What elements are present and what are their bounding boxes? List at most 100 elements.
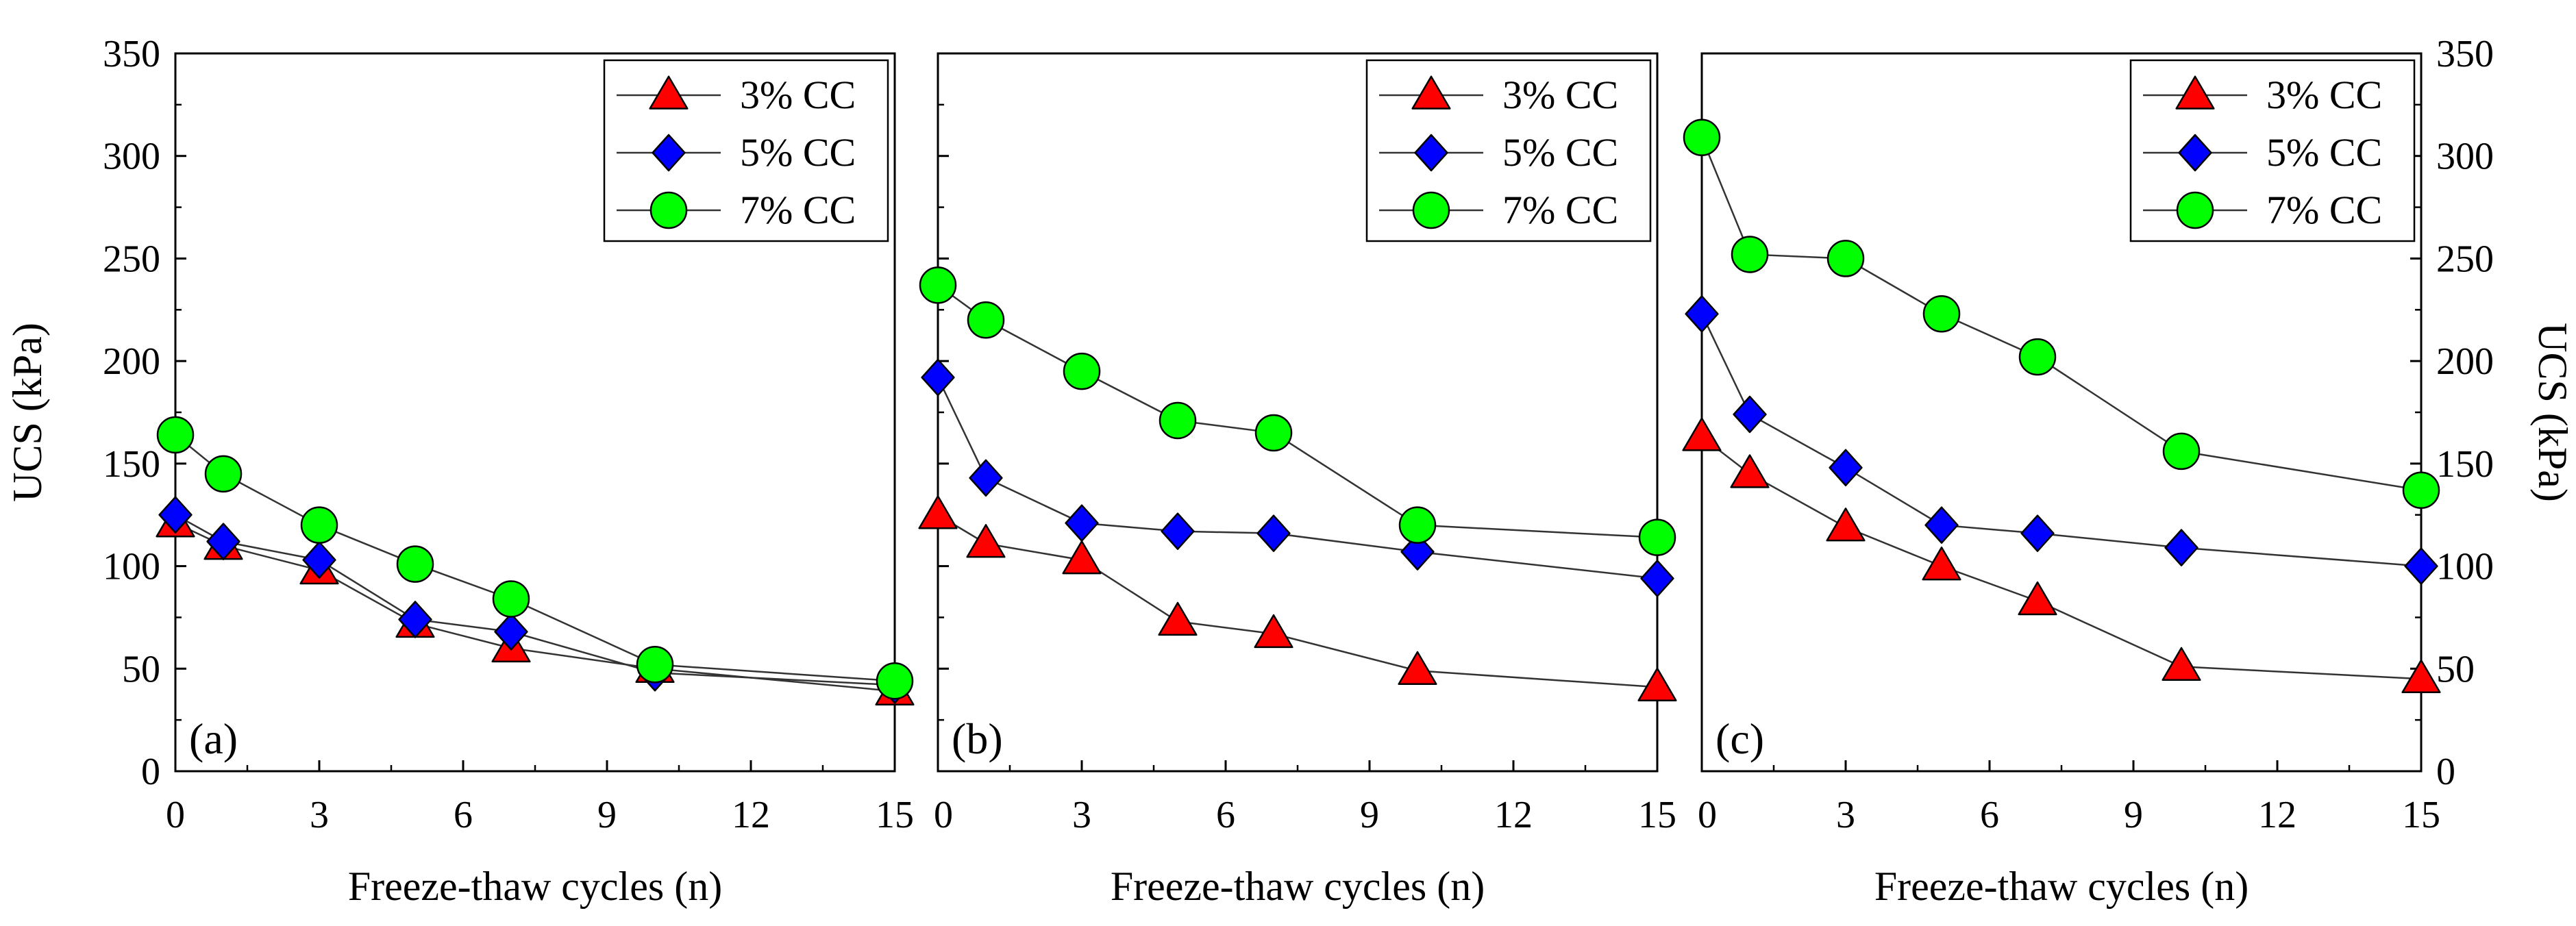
y-tick-label: 250 [103, 238, 160, 280]
data-point [1730, 454, 1770, 488]
y-tick-label: 150 [103, 443, 160, 486]
data-point [1826, 240, 1865, 277]
x-axis-title: Freeze-thaw cycles (n) [348, 864, 722, 909]
data-point [1062, 540, 1102, 575]
data-point [398, 601, 432, 638]
y-tick-label: 100 [2436, 546, 2494, 588]
chart-panel-1: 0 3 6 9 12 15050100150200250300350Freeze-thaw… [5, 33, 915, 909]
x-tick-label: 3 [310, 794, 329, 836]
data-point [1683, 118, 1721, 157]
legend-label: 7% CC [740, 188, 856, 232]
data-point [1637, 667, 1677, 701]
x-tick-label: 12 [1494, 794, 1533, 836]
data-point [967, 301, 1005, 339]
y-axis-title: UCS (kPa) [2530, 323, 2575, 502]
panel-label: (c) [1716, 714, 1764, 763]
y-tick-label: 250 [2436, 238, 2494, 280]
y-axis-title: UCS (kPa) [5, 323, 50, 502]
legend-item: 5% CC [2143, 130, 2382, 175]
legend-marker [1411, 75, 1451, 110]
data-point [204, 455, 243, 493]
x-tick-label: 0 [934, 794, 953, 836]
legend: 3% CC 5% CC 7% CC [603, 59, 889, 242]
data-point [969, 459, 1003, 497]
data-point [1733, 395, 1767, 434]
x-tick-label: 3 [1072, 794, 1091, 836]
y-tick-label: 300 [2436, 136, 2494, 178]
data-point [1065, 504, 1099, 542]
data-point [1256, 514, 1291, 552]
data-point [1640, 560, 1674, 597]
x-tick-label: 0 [166, 794, 185, 836]
data-point [1731, 236, 1769, 273]
series-circle [1683, 118, 2440, 510]
legend-label: 5% CC [1502, 130, 1618, 175]
data-point [2164, 529, 2199, 566]
data-point [1682, 417, 1722, 451]
x-tick-label: 9 [2124, 794, 2143, 836]
legend: 3% CC 5% CC 7% CC [1365, 59, 1652, 242]
legend-marker [1414, 134, 1448, 172]
legend-marker [2175, 75, 2215, 110]
legend-marker [649, 191, 688, 229]
data-point [1398, 651, 1437, 686]
y-tick-label: 0 [2436, 751, 2455, 793]
panel-label: (a) [189, 714, 238, 763]
data-point [2162, 432, 2201, 471]
data-point [636, 646, 674, 684]
x-tick-label: 12 [732, 794, 770, 836]
legend-label: 5% CC [740, 130, 856, 175]
data-point [918, 495, 958, 529]
data-point [2018, 338, 2057, 376]
y-tick-label: 200 [2436, 340, 2494, 383]
data-point [1924, 506, 1959, 544]
legend-item: 3% CC [2143, 73, 2382, 117]
legend-item: 5% CC [617, 130, 856, 175]
x-tick-label: 9 [597, 794, 617, 836]
legend-label: 3% CC [1502, 73, 1618, 117]
data-point [156, 416, 195, 454]
series-line [175, 522, 895, 692]
data-point [2018, 581, 2057, 616]
data-point [966, 524, 1006, 558]
x-tick-label: 9 [1360, 794, 1379, 836]
legend-item: 7% CC [1379, 188, 1618, 232]
data-point [396, 545, 434, 583]
data-point [2020, 514, 2055, 552]
data-point [158, 496, 193, 534]
series-diamond [158, 496, 912, 704]
legend-marker [649, 75, 689, 110]
data-point [1254, 614, 1293, 649]
y-tick-label: 50 [2436, 648, 2475, 690]
series-line [1700, 313, 2422, 567]
data-point [2402, 471, 2440, 510]
legend-label: 7% CC [2266, 188, 2382, 232]
series-line [937, 284, 1658, 538]
x-tick-label: 15 [1638, 794, 1676, 836]
y-tick-label: 50 [122, 648, 160, 690]
data-point [1254, 414, 1293, 452]
data-point [1161, 512, 1195, 550]
legend-label: 3% CC [2266, 73, 2382, 117]
data-point [1398, 506, 1437, 544]
y-tick-label: 200 [103, 340, 160, 383]
series-circle [156, 416, 914, 700]
x-tick-label: 3 [1836, 794, 1855, 836]
x-tick-label: 0 [1698, 794, 1717, 836]
legend-label: 3% CC [740, 73, 856, 117]
x-tick-label: 15 [2402, 794, 2440, 836]
data-point [492, 580, 530, 618]
y-tick-label: 100 [103, 546, 160, 588]
data-point [2401, 659, 2441, 694]
series-triangle [918, 495, 1677, 701]
legend-item: 3% CC [617, 73, 856, 117]
data-point [1159, 401, 1197, 440]
panel-label: (b) [952, 714, 1003, 763]
series-diamond [1685, 295, 2438, 585]
x-tick-label: 6 [1980, 794, 1999, 836]
legend-marker [652, 134, 686, 172]
series-circle [919, 266, 1676, 556]
series-line [175, 434, 895, 682]
legend-label: 7% CC [1502, 188, 1618, 232]
